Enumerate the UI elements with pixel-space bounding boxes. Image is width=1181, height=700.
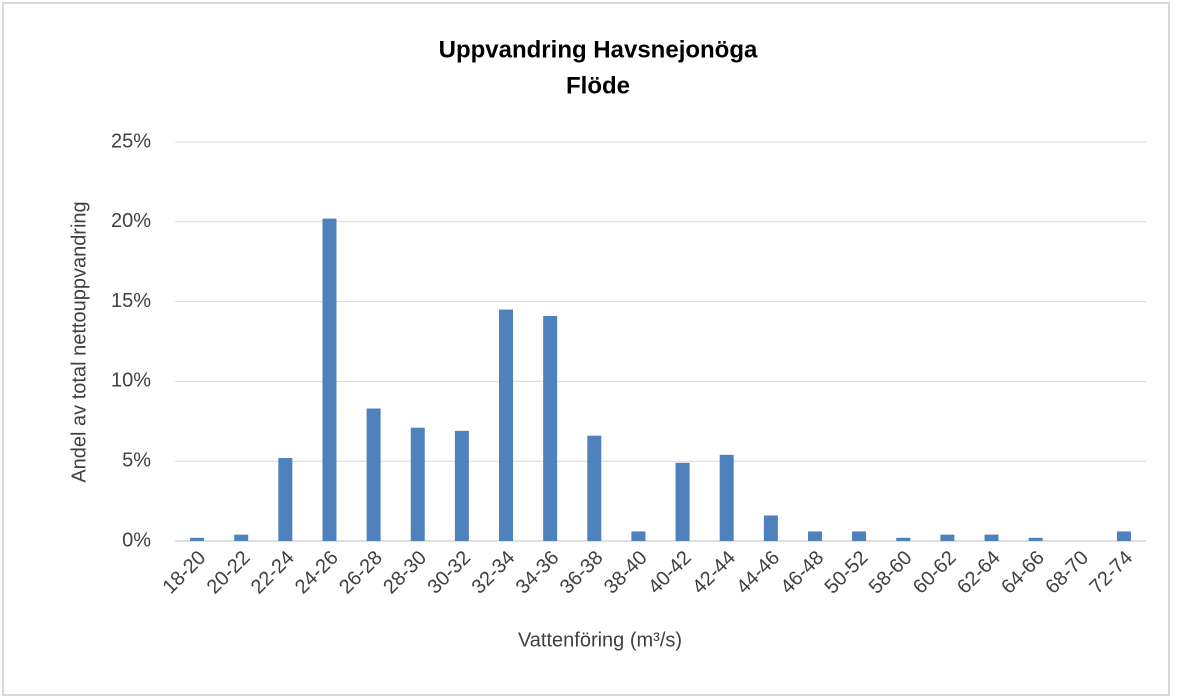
bar — [499, 309, 514, 541]
y-tick-label: 10% — [111, 370, 151, 392]
bar — [763, 515, 778, 541]
x-axis-label: Vattenföring (m³/s) — [518, 629, 682, 651]
bar — [410, 427, 425, 541]
bar — [366, 408, 381, 541]
bar — [631, 531, 646, 541]
bar — [984, 534, 999, 541]
bar — [587, 435, 602, 541]
bar — [675, 462, 690, 541]
y-tick-label: 20% — [111, 210, 151, 232]
y-tick-label: 0% — [122, 529, 151, 551]
bar — [807, 531, 822, 541]
y-tick-label: 5% — [122, 449, 151, 471]
bar — [852, 531, 867, 541]
bar — [940, 534, 955, 541]
y-tick-label: 25% — [111, 130, 151, 152]
y-axis-label: Andel av total nettouppvandring — [68, 201, 90, 482]
chart-subtitle: Flöde — [566, 72, 630, 99]
bar — [1116, 531, 1131, 541]
bar — [454, 430, 469, 541]
bar — [1028, 537, 1043, 541]
bar — [190, 537, 205, 541]
bar — [719, 454, 734, 541]
bar — [896, 537, 911, 541]
bar — [543, 315, 558, 541]
bar — [322, 218, 337, 541]
bar — [278, 458, 293, 541]
y-tick-label: 15% — [111, 290, 151, 312]
chart-title: Uppvandring Havsnejonöga — [439, 36, 758, 63]
bar — [234, 534, 249, 541]
